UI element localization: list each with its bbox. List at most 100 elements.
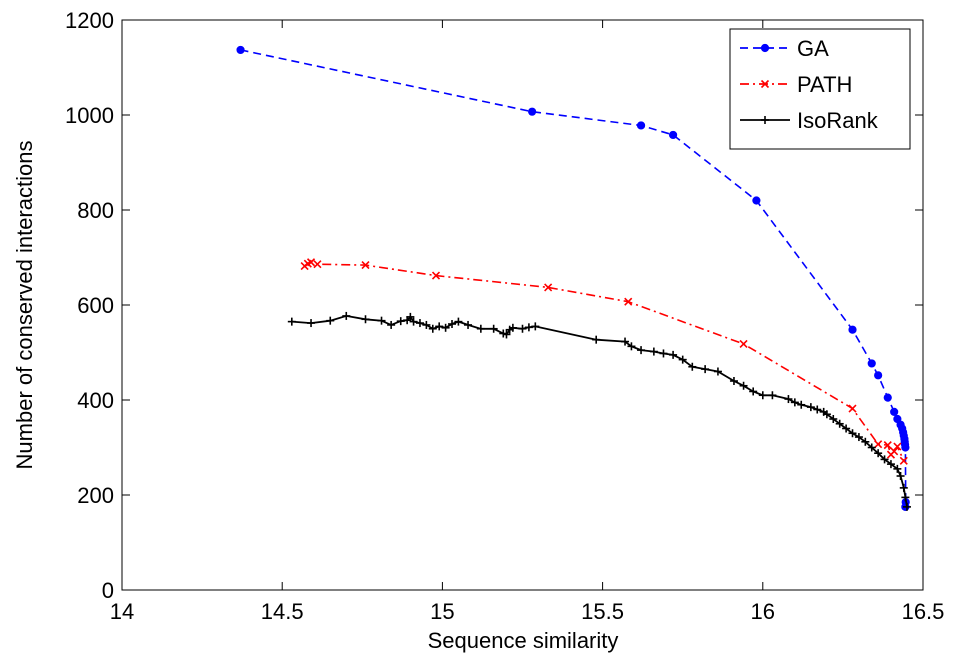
data-point-isorank [422,320,431,329]
y-tick-label: 400 [77,388,114,413]
data-point-ga [874,371,883,380]
data-point-isorank [739,381,748,390]
data-point-isorank [428,324,437,333]
legend-item-ga: GA [740,36,829,61]
legend-item-isorank: IsoRank [740,108,879,133]
series-path [300,258,908,465]
data-point-isorank [464,320,473,329]
data-point-path [890,447,899,456]
data-point-ga [636,121,646,130]
legend-marker [760,43,770,53]
data-point-isorank [835,419,844,428]
data-point-isorank [409,317,418,326]
data-point-ga [867,359,876,368]
data-point-ga [528,107,537,116]
data-point-isorank [476,324,485,333]
data-point-ga [668,130,678,140]
data-point-ga [752,196,761,205]
data-point-path [624,297,633,306]
data-point-isorank [678,355,687,364]
data-point-ga [848,325,857,334]
data-point-path [739,339,748,349]
data-point-isorank [342,311,351,320]
x-axis-label: Sequence similarity [428,628,619,653]
data-point-isorank [886,460,895,469]
data-point-path [361,261,370,270]
x-tick-label: 14 [110,599,134,624]
data-point-isorank [713,367,722,376]
x-tick-label: 16.5 [902,599,945,624]
data-point-isorank [287,317,296,326]
data-point-isorank [861,437,870,446]
series-isorank [287,311,911,511]
data-point-isorank [326,316,335,325]
data-point-ga [883,393,892,402]
data-point-isorank [899,483,908,492]
data-point-isorank [396,317,405,326]
series-ga [236,45,910,511]
data-point-isorank [524,323,533,332]
data-point-isorank [361,315,370,324]
legend-marker [761,116,769,124]
data-point-isorank [377,316,386,325]
series-layer [236,45,911,511]
x-tick-label: 15.5 [581,599,624,624]
data-point-isorank [441,323,450,332]
data-point-isorank [649,347,658,356]
data-point-isorank [387,320,396,329]
data-point-isorank [669,350,678,359]
data-point-isorank [508,323,517,332]
data-point-isorank [531,322,540,331]
data-point-isorank [415,319,424,328]
data-point-path [893,442,902,451]
data-point-isorank [489,324,498,333]
data-point-isorank [842,424,851,433]
data-point-path [306,258,316,267]
data-point-isorank [874,449,883,458]
data-point-isorank [822,410,831,419]
x-tick-label: 16 [751,599,775,624]
data-point-path [883,441,892,450]
legend: GA PATH IsoRank [729,28,911,150]
data-point-isorank [758,391,767,400]
legend-item-path: PATH [740,72,852,97]
data-point-isorank [790,398,799,407]
data-point-isorank [784,395,793,404]
y-tick-label: 800 [77,198,114,223]
data-point-ga [901,443,910,452]
data-point-isorank [896,472,905,480]
data-point-isorank [867,443,876,452]
data-point-isorank [502,330,511,339]
legend-box [729,28,911,150]
data-point-isorank [880,455,889,464]
y-tick-label: 1000 [65,103,114,128]
data-point-isorank [797,400,806,409]
data-point-isorank [902,502,911,511]
data-point-path [313,260,322,269]
y-tick-label: 600 [77,293,114,318]
y-tick-label: 0 [102,578,114,603]
data-point-ga [236,45,245,55]
data-point-isorank [637,346,646,355]
data-point-isorank [829,415,838,423]
data-point-isorank [406,312,415,321]
data-point-isorank [659,349,668,358]
data-point-isorank [454,317,463,326]
data-point-isorank [701,365,710,374]
data-point-isorank [627,342,636,351]
data-point-isorank [592,335,601,344]
data-point-isorank [518,324,527,333]
data-point-isorank [901,493,910,502]
data-point-isorank [813,405,822,414]
data-point-isorank [307,319,316,328]
data-point-path [899,456,908,465]
x-tick-label: 15 [430,599,454,624]
data-point-isorank [749,387,758,396]
data-point-path [848,404,857,413]
data-point-isorank [848,429,857,438]
data-point-isorank [688,362,697,371]
data-point-path [544,283,553,292]
x-tick-label: 14.5 [261,599,304,624]
data-point-isorank [621,337,630,346]
